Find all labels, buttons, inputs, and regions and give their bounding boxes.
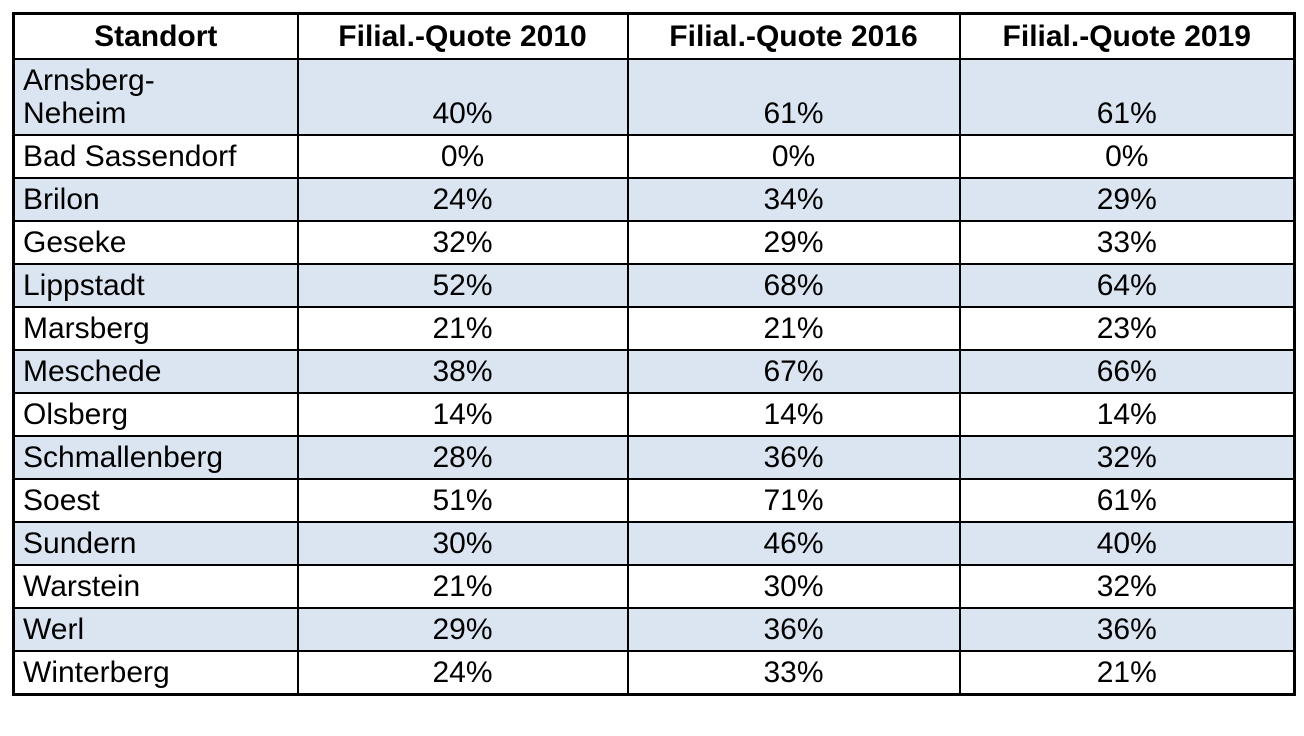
quote-cell-2019: 23% bbox=[958, 306, 1296, 351]
standort-cell: Werl bbox=[12, 607, 299, 652]
table-row: Geseke 32% 29% 33% bbox=[12, 220, 1296, 265]
quote-cell-2010: 29% bbox=[296, 607, 629, 652]
quote-cell-2019: 33% bbox=[958, 220, 1296, 265]
filial-quote-table: Standort Filial.-Quote 2010 Filial.-Quot… bbox=[12, 12, 1296, 696]
quote-cell-2010: 21% bbox=[296, 306, 629, 351]
standort-cell: Warstein bbox=[12, 564, 299, 609]
quote-cell-2010: 14% bbox=[296, 392, 629, 437]
quote-cell-2016: 68% bbox=[626, 263, 961, 308]
table-row: Brilon 24% 34% 29% bbox=[12, 177, 1296, 222]
table-row: Marsberg 21% 21% 23% bbox=[12, 306, 1296, 351]
table-row: Soest 51% 71% 61% bbox=[12, 478, 1296, 523]
quote-cell-2019: 32% bbox=[958, 564, 1296, 609]
quote-cell-2016: 33% bbox=[626, 650, 961, 696]
quote-cell-2016: 46% bbox=[626, 521, 961, 566]
quote-cell-2010: 0% bbox=[296, 134, 629, 179]
quote-cell-2016: 36% bbox=[626, 435, 961, 480]
quote-cell-2019: 29% bbox=[958, 177, 1296, 222]
table-row: Olsberg 14% 14% 14% bbox=[12, 392, 1296, 437]
quote-cell-2016: 0% bbox=[626, 134, 961, 179]
quote-cell-2016: 36% bbox=[626, 607, 961, 652]
standort-cell: Geseke bbox=[12, 220, 299, 265]
quote-cell-2016: 14% bbox=[626, 392, 961, 437]
standort-cell: Schmallenberg bbox=[12, 435, 299, 480]
quote-cell-2016: 21% bbox=[626, 306, 961, 351]
standort-cell: Brilon bbox=[12, 177, 299, 222]
table-body: Arnsberg- Neheim 40% 61% 61% Bad Sassendorf 0… bbox=[12, 58, 1296, 696]
quote-cell-2010: 21% bbox=[296, 564, 629, 609]
header-row: Standort Filial.-Quote 2010 Filial.-Quot… bbox=[12, 12, 1296, 60]
quote-cell-2016: 67% bbox=[626, 349, 961, 394]
quote-cell-2010: 24% bbox=[296, 650, 629, 696]
table-row: Bad Sassendorf 0% 0% 0% bbox=[12, 134, 1296, 179]
table-row: Sundern 30% 46% 40% bbox=[12, 521, 1296, 566]
quote-cell-2019: 40% bbox=[958, 521, 1296, 566]
quote-cell-2016: 29% bbox=[626, 220, 961, 265]
column-header-quote-2010: Filial.-Quote 2010 bbox=[296, 12, 629, 60]
quote-cell-2016: 34% bbox=[626, 177, 961, 222]
table-header: Standort Filial.-Quote 2010 Filial.-Quot… bbox=[12, 12, 1296, 60]
quote-cell-2016: 71% bbox=[626, 478, 961, 523]
table-row: Winterberg 24% 33% 21% bbox=[12, 650, 1296, 696]
quote-cell-2010: 28% bbox=[296, 435, 629, 480]
quote-cell-2019: 36% bbox=[958, 607, 1296, 652]
table-row: Warstein 21% 30% 32% bbox=[12, 564, 1296, 609]
quote-cell-2010: 32% bbox=[296, 220, 629, 265]
table-row: Arnsberg- Neheim 40% 61% 61% bbox=[12, 58, 1296, 136]
quote-cell-2019: 66% bbox=[958, 349, 1296, 394]
quote-cell-2010: 40% bbox=[296, 58, 629, 136]
standort-cell: Bad Sassendorf bbox=[12, 134, 299, 179]
column-header-standort: Standort bbox=[12, 12, 299, 60]
standort-cell: Olsberg bbox=[12, 392, 299, 437]
quote-cell-2019: 64% bbox=[958, 263, 1296, 308]
standort-cell: Sundern bbox=[12, 521, 299, 566]
quote-cell-2010: 52% bbox=[296, 263, 629, 308]
quote-cell-2016: 61% bbox=[626, 58, 961, 136]
quote-cell-2010: 24% bbox=[296, 177, 629, 222]
quote-cell-2010: 51% bbox=[296, 478, 629, 523]
table-row: Lippstadt 52% 68% 64% bbox=[12, 263, 1296, 308]
quote-cell-2019: 32% bbox=[958, 435, 1296, 480]
standort-cell: Meschede bbox=[12, 349, 299, 394]
quote-cell-2010: 30% bbox=[296, 521, 629, 566]
table-row: Werl 29% 36% 36% bbox=[12, 607, 1296, 652]
quote-cell-2019: 14% bbox=[958, 392, 1296, 437]
quote-cell-2010: 38% bbox=[296, 349, 629, 394]
table-row: Schmallenberg 28% 36% 32% bbox=[12, 435, 1296, 480]
column-header-quote-2016: Filial.-Quote 2016 bbox=[626, 12, 961, 60]
quote-cell-2016: 30% bbox=[626, 564, 961, 609]
quote-cell-2019: 61% bbox=[958, 478, 1296, 523]
table-row: Meschede 38% 67% 66% bbox=[12, 349, 1296, 394]
column-header-quote-2019: Filial.-Quote 2019 bbox=[958, 12, 1296, 60]
quote-cell-2019: 21% bbox=[958, 650, 1296, 696]
standort-cell: Marsberg bbox=[12, 306, 299, 351]
standort-cell: Arnsberg- Neheim bbox=[12, 58, 299, 136]
quote-cell-2019: 0% bbox=[958, 134, 1296, 179]
quote-cell-2019: 61% bbox=[958, 58, 1296, 136]
standort-cell: Winterberg bbox=[12, 650, 299, 696]
standort-cell: Soest bbox=[12, 478, 299, 523]
standort-cell: Lippstadt bbox=[12, 263, 299, 308]
